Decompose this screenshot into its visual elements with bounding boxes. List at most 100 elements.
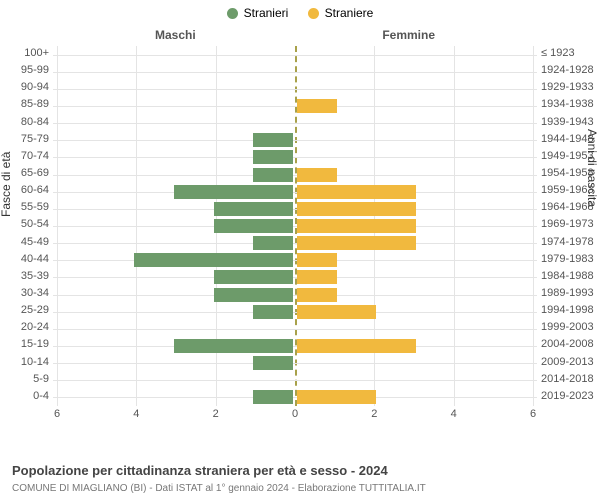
gridline-h xyxy=(53,312,537,313)
legend: Stranieri Straniere xyxy=(0,6,600,22)
bar-male xyxy=(253,150,293,164)
pyramid-row: 35-391984-1988 xyxy=(55,269,535,286)
gender-label-femmine: Femmine xyxy=(382,28,435,42)
age-label: 25-29 xyxy=(21,304,49,316)
pyramid-row: 45-491974-1978 xyxy=(55,235,535,252)
gridline-h xyxy=(53,329,537,330)
caption-title: Popolazione per cittadinanza straniera p… xyxy=(12,463,388,478)
bar-male xyxy=(174,185,293,199)
bar-female xyxy=(297,185,416,199)
x-axis-labels: 6420246 xyxy=(55,408,535,426)
x-tick-label: 4 xyxy=(133,408,139,420)
pyramid-row: 65-691954-1958 xyxy=(55,166,535,183)
bar-male xyxy=(214,288,293,302)
pyramid-row: 60-641959-1963 xyxy=(55,183,535,200)
bar-male xyxy=(253,133,293,147)
pyramid-row: 0-42019-2023 xyxy=(55,389,535,406)
age-label: 45-49 xyxy=(21,236,49,248)
gridline-h xyxy=(53,175,537,176)
bar-male xyxy=(214,219,293,233)
bar-female xyxy=(297,219,416,233)
bar-male xyxy=(253,356,293,370)
pyramid-row: 85-891934-1938 xyxy=(55,97,535,114)
pyramid-row: 95-991924-1928 xyxy=(55,63,535,80)
y-axis-left-title: Fasce di età xyxy=(0,152,13,217)
x-tick-label: 2 xyxy=(371,408,377,420)
gridline-h xyxy=(53,140,537,141)
birth-year-label: 1984-1988 xyxy=(541,270,594,282)
gridline-h xyxy=(53,260,537,261)
birth-year-label: 1994-1998 xyxy=(541,304,594,316)
pyramid-row: 20-241999-2003 xyxy=(55,320,535,337)
bar-male xyxy=(253,390,293,404)
pyramid-row: 10-142009-2013 xyxy=(55,355,535,372)
birth-year-label: 1959-1963 xyxy=(541,184,594,196)
birth-year-label: 1974-1978 xyxy=(541,236,594,248)
age-label: 40-44 xyxy=(21,253,49,265)
bar-male xyxy=(253,305,293,319)
legend-item-stranieri: Stranieri xyxy=(227,6,289,20)
bar-female xyxy=(297,270,337,284)
bar-female xyxy=(297,390,376,404)
birth-year-label: 2014-2018 xyxy=(541,373,594,385)
age-label: 0-4 xyxy=(33,390,49,402)
birth-year-label: 1939-1943 xyxy=(541,116,594,128)
gridline-h xyxy=(53,277,537,278)
age-label: 75-79 xyxy=(21,133,49,145)
legend-swatch-stranieri xyxy=(227,8,238,19)
bar-female xyxy=(297,99,337,113)
age-label: 90-94 xyxy=(21,81,49,93)
chart-container: Stranieri Straniere Fasce di età Anni di… xyxy=(0,0,600,500)
birth-year-label: 1954-1958 xyxy=(541,167,594,179)
pyramid-row: 15-192004-2008 xyxy=(55,337,535,354)
pyramid-row: 50-541969-1973 xyxy=(55,217,535,234)
bar-female xyxy=(297,236,416,250)
pyramid-row: 5-92014-2018 xyxy=(55,372,535,389)
chart-area: Maschi Femmine 100+≤ 192395-991924-19289… xyxy=(55,28,535,428)
gridline-h xyxy=(53,363,537,364)
birth-year-label: 2009-2013 xyxy=(541,356,594,368)
gridline-h xyxy=(53,123,537,124)
birth-year-label: ≤ 1923 xyxy=(541,47,575,59)
gridline-h xyxy=(53,89,537,90)
x-tick-label: 0 xyxy=(292,408,298,420)
legend-label-stranieri: Stranieri xyxy=(244,6,289,20)
birth-year-label: 2019-2023 xyxy=(541,390,594,402)
gridline-h xyxy=(53,226,537,227)
age-label: 15-19 xyxy=(21,338,49,350)
age-label: 60-64 xyxy=(21,184,49,196)
bar-male xyxy=(214,270,293,284)
birth-year-label: 1964-1968 xyxy=(541,201,594,213)
age-label: 80-84 xyxy=(21,116,49,128)
bar-female xyxy=(297,305,376,319)
gridline-h xyxy=(53,209,537,210)
pyramid-row: 100+≤ 1923 xyxy=(55,46,535,63)
x-tick-label: 6 xyxy=(54,408,60,420)
age-label: 70-74 xyxy=(21,150,49,162)
gridline-h xyxy=(53,243,537,244)
age-label: 95-99 xyxy=(21,64,49,76)
birth-year-label: 1999-2003 xyxy=(541,321,594,333)
gridline-h xyxy=(53,157,537,158)
pyramid-row: 70-741949-1953 xyxy=(55,149,535,166)
pyramid-row: 80-841939-1943 xyxy=(55,115,535,132)
age-label: 100+ xyxy=(24,47,49,59)
birth-year-label: 1969-1973 xyxy=(541,218,594,230)
gridline-h xyxy=(53,346,537,347)
birth-year-label: 1944-1948 xyxy=(541,133,594,145)
age-label: 30-34 xyxy=(21,287,49,299)
plot-area: 100+≤ 192395-991924-192890-941929-193385… xyxy=(55,46,535,406)
age-label: 20-24 xyxy=(21,321,49,333)
x-tick-label: 4 xyxy=(451,408,457,420)
bar-male xyxy=(134,253,293,267)
pyramid-row: 75-791944-1948 xyxy=(55,132,535,149)
legend-label-straniere: Straniere xyxy=(325,6,374,20)
bar-male xyxy=(253,168,293,182)
birth-year-label: 1929-1933 xyxy=(541,81,594,93)
bar-female xyxy=(297,288,337,302)
legend-swatch-straniere xyxy=(308,8,319,19)
gridline-h xyxy=(53,106,537,107)
gridline-h xyxy=(53,295,537,296)
birth-year-label: 1979-1983 xyxy=(541,253,594,265)
bar-female xyxy=(297,253,337,267)
